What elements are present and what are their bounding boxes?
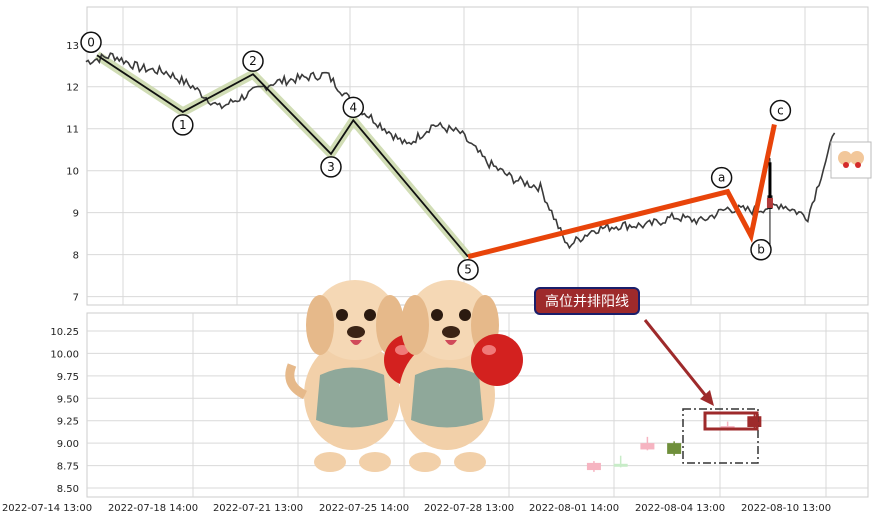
x-tick-label: 2022-08-04 13:00 [635, 503, 725, 514]
wave-label-circle [320, 156, 342, 178]
x-axis: 2022-07-14 13:00 2022-07-18 14:00 2022-07-… [2, 503, 831, 514]
correction-label-circle [710, 166, 733, 189]
x-tick-label: 2022-07-18 14:00 [108, 503, 198, 514]
candle-body [667, 443, 682, 454]
wave-series [96, 54, 469, 258]
lower-y-tick-label: 8.50 [57, 484, 79, 495]
small-candle-dot [766, 197, 773, 208]
wave-label-1: 1 [179, 118, 187, 132]
lower-y-tick-label: 9.25 [57, 417, 79, 428]
highlight-dashed-box [682, 408, 759, 464]
lower-y-tick-label: 10.25 [50, 327, 79, 338]
lower-y-tick-label: 9.50 [57, 394, 79, 405]
dogs-illustration [285, 280, 523, 472]
lower-y-tick-label: 9.00 [57, 439, 79, 450]
upper-y-tick-label: 8 [73, 251, 79, 262]
candle-body [586, 462, 601, 471]
upper-y-tick-label: 7 [73, 293, 79, 304]
correction-line [467, 123, 777, 260]
candle-body [640, 443, 655, 450]
upper-y-axis: 7 8 9 10 11 12 13 [66, 41, 79, 304]
highlight-red-box [703, 411, 759, 431]
wave-label-2: 2 [249, 54, 257, 68]
x-tick-label: 2022-07-28 13:00 [424, 503, 514, 514]
correction-label-b: b [757, 243, 765, 257]
correction-label-circle [750, 238, 772, 261]
upper-y-tick-label: 13 [66, 41, 79, 52]
annotation-arrowhead [700, 390, 714, 406]
price-line [85, 52, 836, 250]
wave-labels: 0 1 2 3 4 5 a b c [80, 31, 792, 281]
correction-label-circle [769, 99, 792, 122]
wave-label-circle [80, 31, 102, 54]
price-series [85, 52, 836, 250]
lower-y-tick-label: 8.75 [57, 462, 79, 473]
candle-body [747, 416, 762, 427]
upper-grid [87, 7, 868, 305]
upper-y-tick-label: 9 [73, 209, 79, 220]
upper-y-tick-label: 10 [66, 167, 79, 178]
annotation-text: 高位并排阳线 [545, 293, 629, 310]
x-tick-label: 2022-08-10 13:00 [741, 503, 831, 514]
upper-y-tick-label: 12 [66, 83, 79, 94]
wave-label-circle [242, 50, 264, 72]
wave-label-5: 5 [464, 263, 472, 277]
wave-label-circle [172, 114, 194, 136]
correction-series [467, 123, 777, 260]
upper-y-tick-label: 11 [66, 125, 79, 136]
correction-label-c: c [777, 104, 784, 118]
wave-line [96, 54, 469, 258]
x-tick-label: 2022-07-14 13:00 [2, 503, 92, 514]
wave-label-circle [457, 258, 479, 281]
x-tick-label: 2022-07-21 13:00 [213, 503, 303, 514]
wave-label-0: 0 [87, 35, 95, 49]
wave-band-path [94, 51, 472, 260]
wave-label-4: 4 [349, 100, 357, 114]
lower-y-axis: 8.50 8.75 9.00 9.25 9.50 9.75 10.00 10.25 [50, 327, 79, 495]
wave-label-circle [342, 96, 365, 119]
dog-sticker-icon [830, 141, 872, 179]
candle-body [613, 463, 628, 467]
lower-y-tick-label: 9.75 [57, 372, 79, 383]
small-candle [766, 158, 773, 255]
lower-y-tick-label: 10.00 [50, 349, 79, 360]
wave-band [94, 51, 472, 260]
x-tick-label: 2022-07-25 14:00 [319, 503, 409, 514]
correction-label-a: a [718, 171, 725, 185]
wave-label-3: 3 [327, 160, 335, 174]
annotation-arrow [643, 319, 712, 402]
annotation-label: 高位并排阳线 [534, 287, 640, 315]
x-tick-label: 2022-08-01 14:00 [529, 503, 619, 514]
upper-panel-frame [86, 6, 869, 306]
